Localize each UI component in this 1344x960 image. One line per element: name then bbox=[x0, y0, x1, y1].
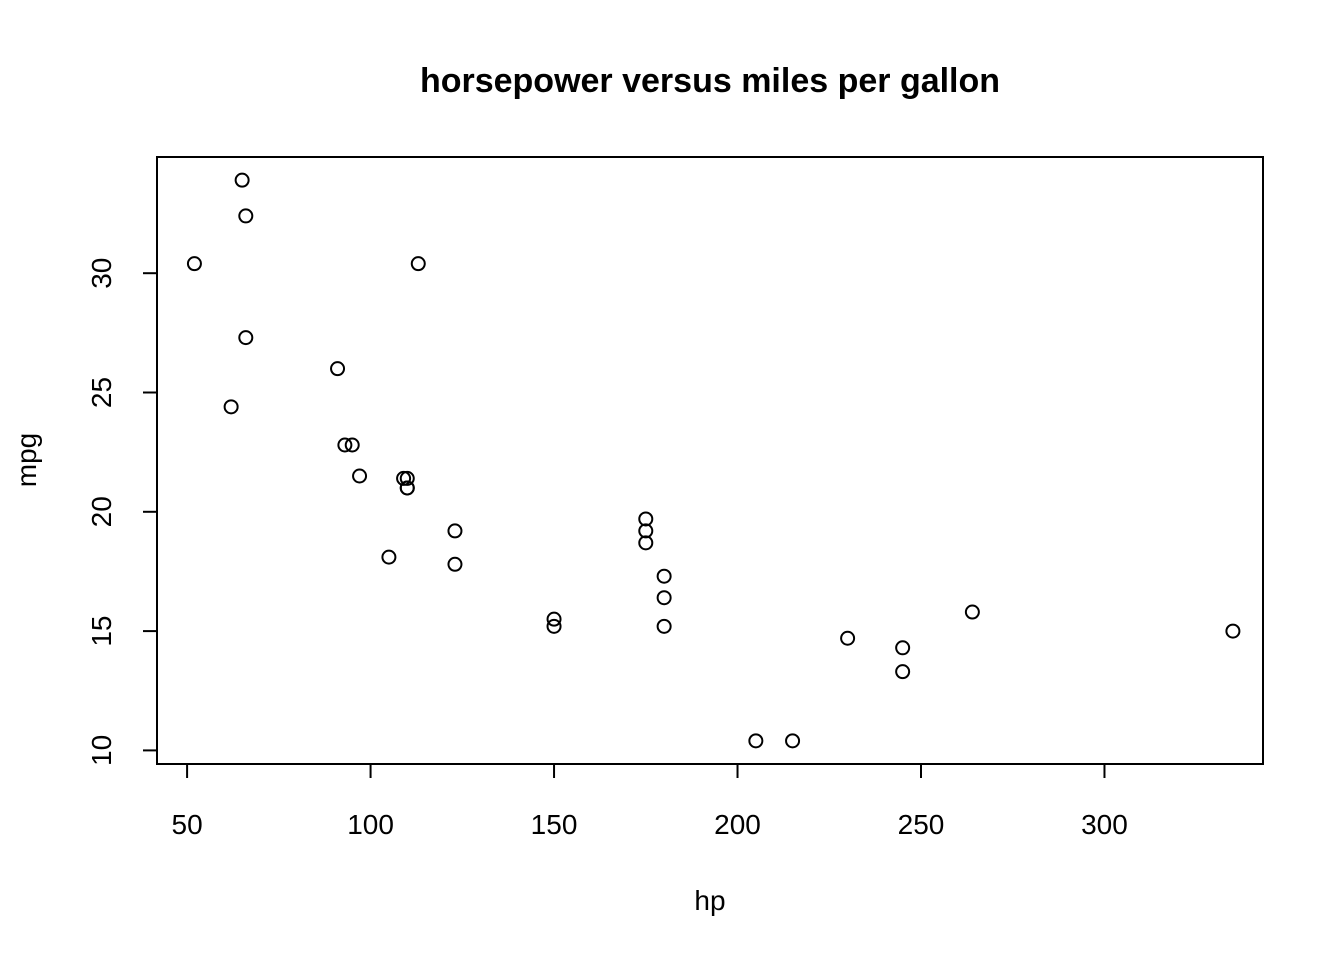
x-tick-label: 250 bbox=[898, 809, 945, 840]
y-tick-label: 10 bbox=[86, 735, 117, 766]
data-point bbox=[234, 172, 250, 188]
x-tick-label: 50 bbox=[172, 809, 203, 840]
data-point bbox=[238, 208, 254, 224]
y-axis-label: mpg bbox=[11, 433, 42, 487]
plot-frame bbox=[156, 156, 1264, 765]
data-point bbox=[447, 523, 463, 539]
y-axis: 10 15 20 25 30 bbox=[86, 258, 158, 766]
data-point bbox=[381, 549, 397, 565]
x-tick-label: 100 bbox=[347, 809, 394, 840]
data-point bbox=[638, 523, 654, 539]
data-point bbox=[656, 618, 672, 634]
data-point bbox=[748, 733, 764, 749]
data-point bbox=[964, 604, 980, 620]
y-tick-label: 30 bbox=[86, 258, 117, 289]
data-point bbox=[546, 611, 562, 627]
data-point bbox=[895, 664, 911, 680]
data-point bbox=[352, 468, 368, 484]
data-point bbox=[399, 480, 415, 496]
data-point bbox=[337, 437, 353, 453]
y-tick-label: 25 bbox=[86, 377, 117, 408]
data-point bbox=[656, 590, 672, 606]
data-point bbox=[1225, 623, 1241, 639]
data-point bbox=[785, 733, 801, 749]
data-point bbox=[396, 470, 412, 486]
data-point bbox=[410, 256, 426, 272]
data-point bbox=[638, 511, 654, 527]
data-point bbox=[344, 437, 360, 453]
x-tick-label: 200 bbox=[714, 809, 761, 840]
data-point bbox=[447, 556, 463, 572]
data-point bbox=[638, 535, 654, 551]
y-tick-label: 20 bbox=[86, 496, 117, 527]
x-tick-label: 300 bbox=[1081, 809, 1128, 840]
x-tick-label: 150 bbox=[531, 809, 578, 840]
data-points bbox=[186, 172, 1241, 749]
chart-title: horsepower versus miles per gallon bbox=[420, 62, 1000, 100]
data-point bbox=[840, 630, 856, 646]
y-tick-label: 15 bbox=[86, 616, 117, 647]
data-point bbox=[186, 256, 202, 272]
x-axis-label: hp bbox=[694, 885, 725, 916]
data-point bbox=[223, 399, 239, 415]
data-point bbox=[238, 330, 254, 346]
data-point bbox=[895, 640, 911, 656]
data-point bbox=[330, 361, 346, 377]
x-axis: 50 100 150 200 250 300 bbox=[172, 763, 1128, 840]
data-point bbox=[546, 618, 562, 634]
data-point bbox=[656, 568, 672, 584]
